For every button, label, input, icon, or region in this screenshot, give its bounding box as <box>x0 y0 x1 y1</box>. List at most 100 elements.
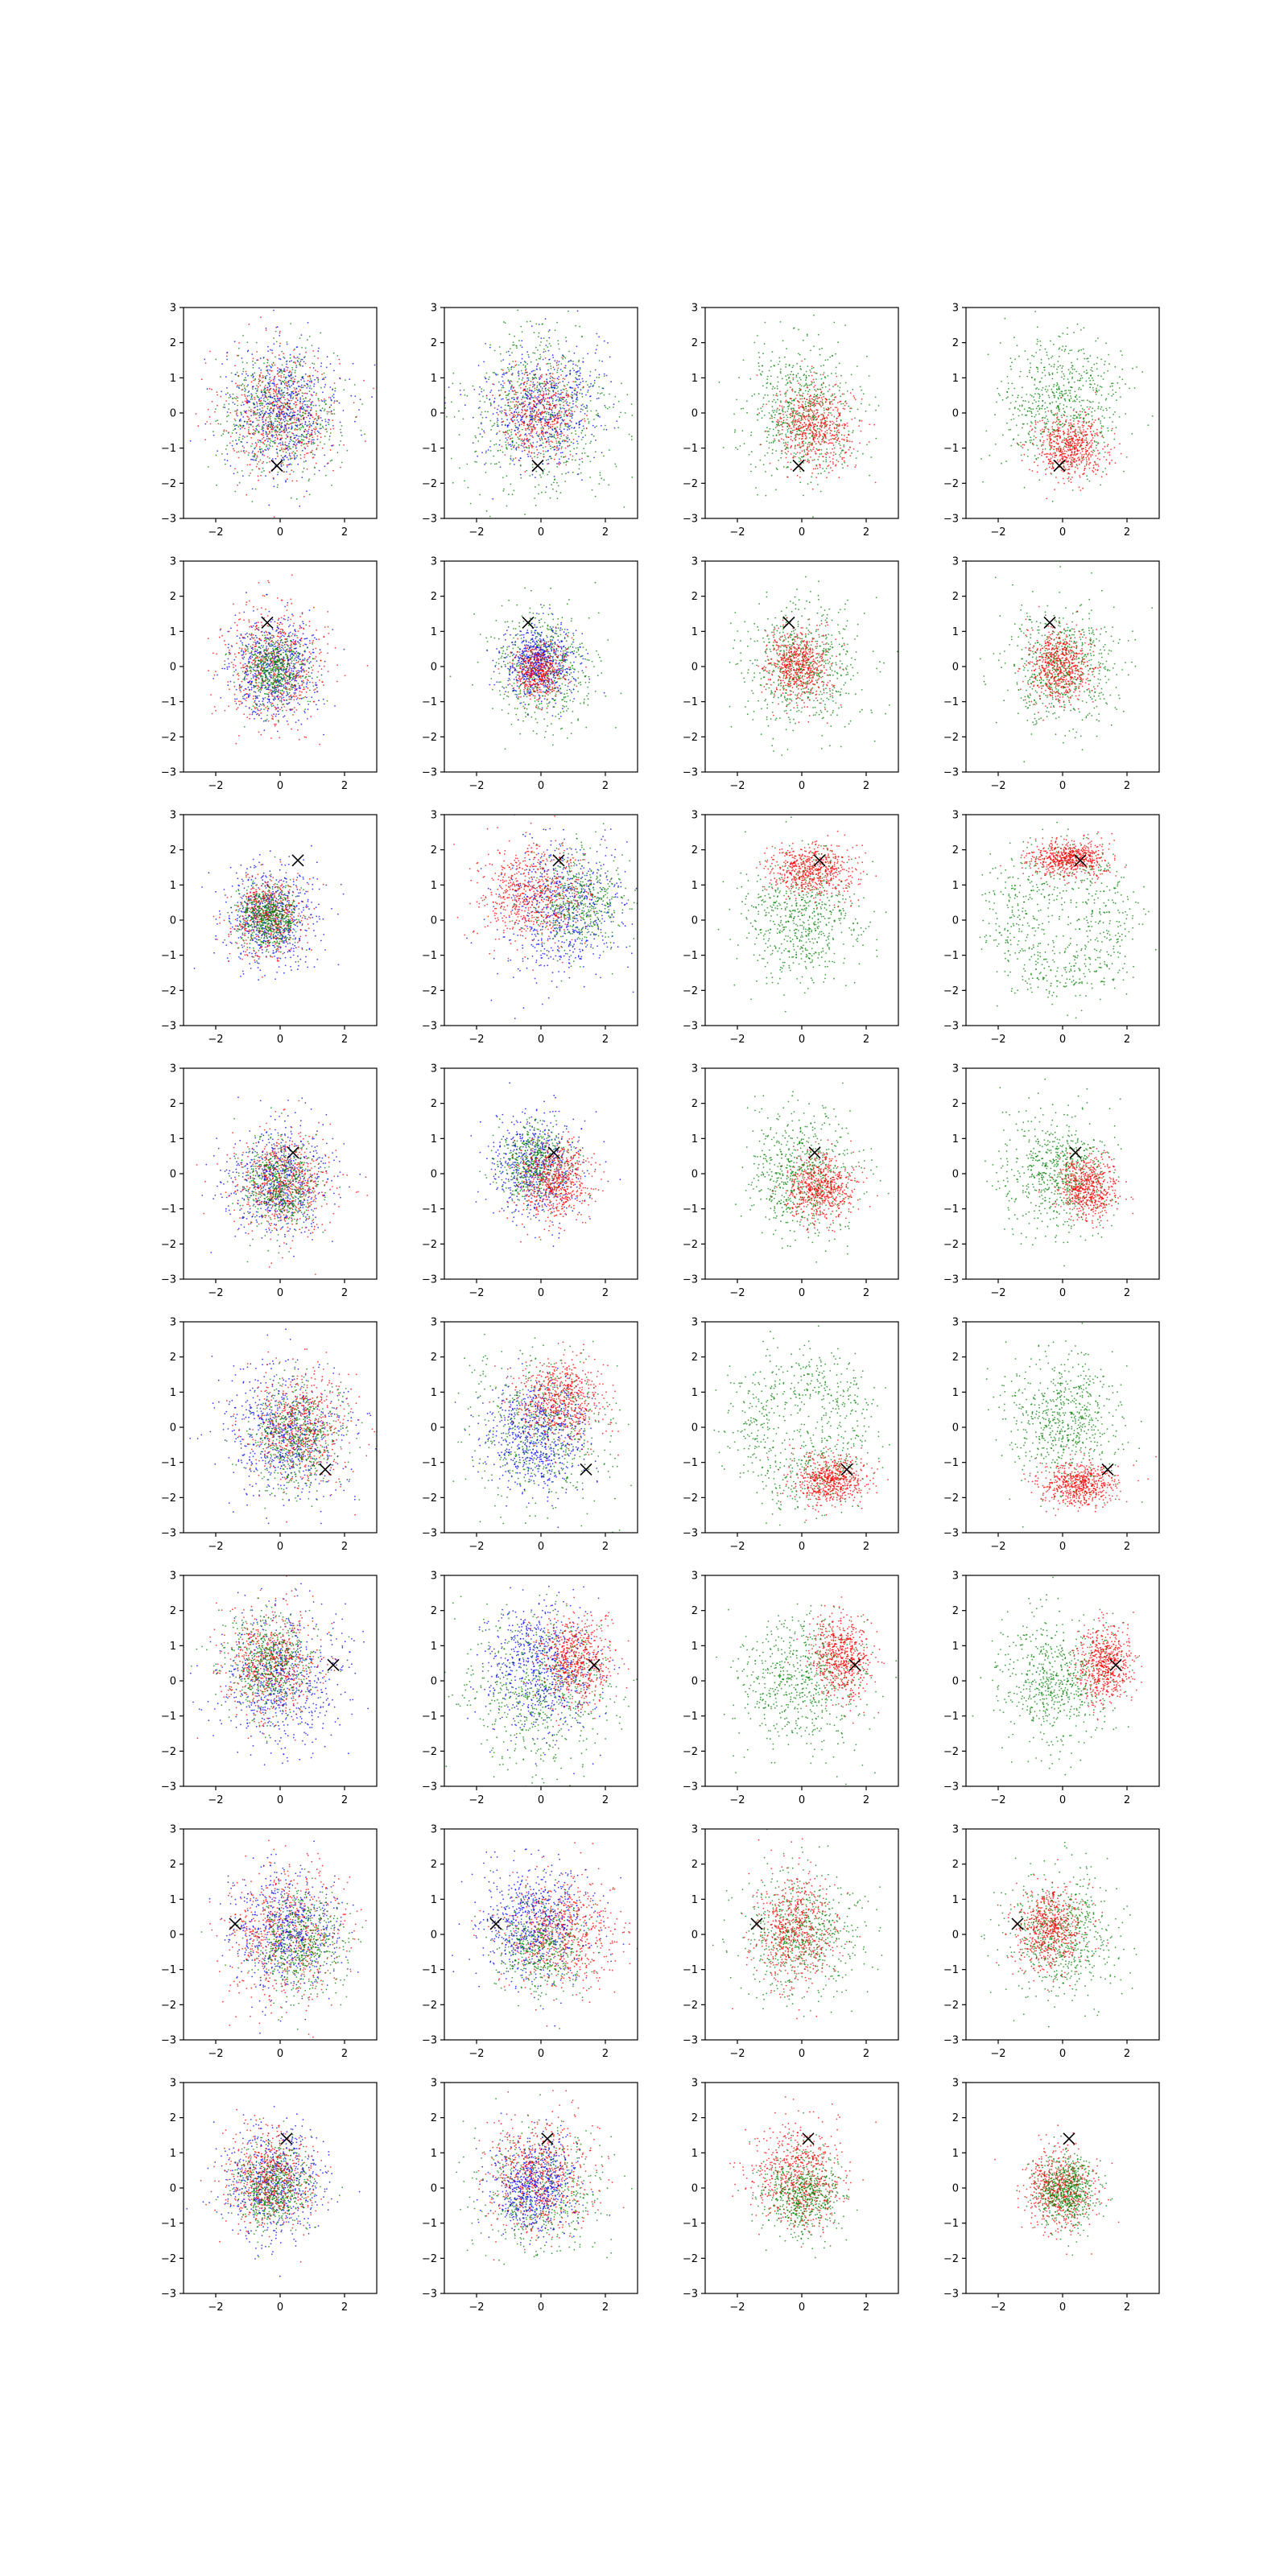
scatter-point-green <box>266 445 267 448</box>
scatter-point-green <box>485 372 488 374</box>
scatter-point-red <box>826 417 828 419</box>
scatter-point-green <box>259 401 262 402</box>
scatter-point-red <box>268 391 270 393</box>
scatter-point-red <box>780 417 782 419</box>
scatter-point-red <box>253 414 255 416</box>
scatter-point-blue <box>254 407 256 408</box>
scatter-point-green <box>595 414 597 416</box>
scatter-point-green <box>795 421 796 423</box>
scatter-point-blue <box>308 420 310 423</box>
scatter-point-green <box>757 408 759 411</box>
scatter-point-blue <box>308 381 311 382</box>
scatter-point-red <box>874 481 877 484</box>
scatter-point-green <box>531 426 533 428</box>
scatter-point-green <box>771 420 773 423</box>
scatter-point-red <box>571 411 573 412</box>
scatter-point-green <box>300 415 302 418</box>
scatter-point-green <box>1046 354 1048 356</box>
scatter-point-blue <box>506 439 508 441</box>
scatter-point-red <box>296 382 299 384</box>
scatter-point-green <box>237 404 239 407</box>
scatter-point-blue <box>589 374 591 377</box>
scatter-point-blue <box>243 420 246 423</box>
scatter-point-red <box>332 469 334 472</box>
scatter-point-green <box>575 377 576 379</box>
scatter-point-green <box>277 431 279 433</box>
scatter-point-blue <box>507 350 510 353</box>
scatter-point-green <box>528 446 530 448</box>
scatter-point-red <box>518 403 521 406</box>
scatter-point-green <box>272 423 275 424</box>
scatter-point-red <box>797 433 799 436</box>
scatter-point-red <box>321 374 323 375</box>
scatter-point-red <box>294 422 295 423</box>
scatter-point-green <box>840 419 842 422</box>
scatter-point-green <box>847 440 849 442</box>
scatter-point-red <box>786 461 789 464</box>
y-tick-label: 2 <box>431 337 437 349</box>
scatter-point-red <box>799 460 802 462</box>
scatter-point-green <box>840 434 843 436</box>
scatter-point-green <box>561 370 564 373</box>
scatter-point-green <box>588 421 590 423</box>
scatter-point-red <box>527 440 530 443</box>
scatter-point-green <box>743 443 745 444</box>
scatter-point-blue <box>328 419 330 421</box>
scatter-point-green <box>869 474 870 477</box>
scatter-point-blue <box>591 433 593 436</box>
scatter-point-green <box>304 347 307 349</box>
scatter-point-blue <box>555 361 558 364</box>
scatter-point-blue <box>331 444 333 447</box>
scatter-point-green <box>750 434 752 436</box>
scatter-point-green <box>481 428 483 431</box>
scatter-point-green <box>589 370 592 373</box>
scatter-point-green <box>341 435 343 437</box>
scatter-point-red <box>838 425 840 427</box>
scatter-point-green <box>299 363 300 365</box>
scatter-point-blue <box>507 424 509 427</box>
scatter-point-blue <box>548 407 551 408</box>
scatter-point-red <box>548 403 551 406</box>
scatter-point-blue <box>459 390 461 391</box>
scatter-point-green <box>803 440 804 443</box>
scatter-point-red <box>492 383 493 385</box>
scatter-point-green <box>541 382 543 384</box>
scatter-point-green <box>458 434 460 436</box>
scatter-point-green <box>487 411 489 413</box>
scatter-point-green <box>251 501 254 502</box>
scatter-point-blue <box>279 371 281 373</box>
scatter-point-green <box>1038 395 1041 398</box>
scatter-point-red <box>808 409 811 411</box>
scatter-point-blue <box>252 364 254 366</box>
scatter-point-blue <box>270 349 271 351</box>
scatter-point-green <box>802 340 804 341</box>
scatter-point-green <box>517 391 518 394</box>
scatter-point-green <box>830 395 832 397</box>
scatter-point-red <box>510 428 513 431</box>
scatter-point-green <box>596 377 598 378</box>
scatter-point-blue <box>265 411 267 413</box>
scatter-point-blue <box>558 361 560 362</box>
scatter-point-green <box>542 471 544 473</box>
scatter-point-green <box>498 346 501 348</box>
scatter-point-blue <box>552 390 555 393</box>
scatter-point-red <box>825 453 828 456</box>
scatter-point-blue <box>271 436 274 438</box>
scatter-point-green <box>1004 317 1006 320</box>
scatter-point-blue <box>549 419 551 420</box>
scatter-point-red <box>263 405 266 407</box>
scatter-point-blue <box>311 425 312 427</box>
scatter-point-blue <box>547 411 550 414</box>
scatter-point-green <box>234 410 236 412</box>
scatter-point-red <box>835 436 837 439</box>
scatter-point-green <box>298 357 300 360</box>
scatter-point-green <box>1065 345 1067 348</box>
scatter-point-green <box>787 427 790 430</box>
scatter-point-green <box>258 402 261 405</box>
scatter-point-red <box>255 445 258 447</box>
scatter-point-blue <box>338 402 341 404</box>
scatter-point-green <box>774 387 776 390</box>
scatter-point-green <box>508 393 510 394</box>
scatter-point-green <box>786 411 789 412</box>
scatter-point-blue <box>539 377 540 379</box>
